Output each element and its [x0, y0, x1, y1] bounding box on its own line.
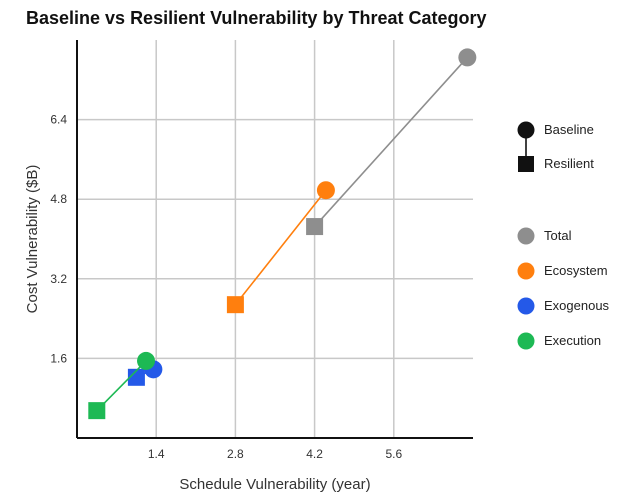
y-ticks: 1.6 3.2 4.8 6.4: [50, 113, 67, 366]
x-tick-label: 4.2: [306, 447, 323, 461]
x-tick-label: 1.4: [148, 447, 165, 461]
x-axis-label: Schedule Vulnerability (year): [179, 476, 370, 493]
legend: Baseline Resilient Total Ecosystem Exogenous…: [517, 121, 610, 350]
legend-exogenous-marker: [517, 297, 535, 315]
ecosystem-connector-line: [234, 189, 327, 306]
ecosystem-resilient-point: [226, 296, 244, 314]
legend-baseline-marker: [517, 121, 535, 139]
total-connector-line: [314, 56, 468, 228]
series-group: [88, 48, 477, 420]
total-resilient-point: [306, 218, 324, 236]
legend-baseline-label: Baseline: [544, 122, 594, 137]
ecosystem-baseline-point: [316, 181, 335, 200]
y-axis-label: Cost Vulnerability ($B): [24, 165, 41, 314]
legend-resilient-label: Resilient: [544, 156, 594, 171]
grid: [77, 40, 473, 438]
y-tick-label: 1.6: [50, 351, 67, 365]
axes: [76, 40, 473, 439]
legend-ecosystem-label: Ecosystem: [544, 263, 608, 278]
legend-execution-label: Execution: [544, 333, 601, 348]
legend-resilient-marker: [518, 156, 534, 172]
x-tick-label: 2.8: [227, 447, 244, 461]
y-tick-label: 6.4: [50, 113, 67, 127]
execution-resilient-point: [88, 402, 106, 420]
y-tick-label: 4.8: [50, 192, 67, 206]
x-tick-label: 5.6: [385, 447, 402, 461]
legend-exogenous-label: Exogenous: [544, 298, 610, 313]
legend-ecosystem-marker: [517, 262, 535, 280]
execution-baseline-point: [137, 351, 156, 370]
legend-total-marker: [517, 227, 535, 245]
exogenous-resilient-point: [127, 368, 145, 386]
total-baseline-point: [458, 48, 477, 67]
legend-total-label: Total: [544, 228, 572, 243]
y-tick-label: 3.2: [50, 272, 67, 286]
legend-execution-marker: [517, 332, 535, 350]
chart-title: Baseline vs Resilient Vulnerability by T…: [26, 8, 487, 28]
x-ticks: 1.4 2.8 4.2 5.6: [148, 447, 403, 461]
